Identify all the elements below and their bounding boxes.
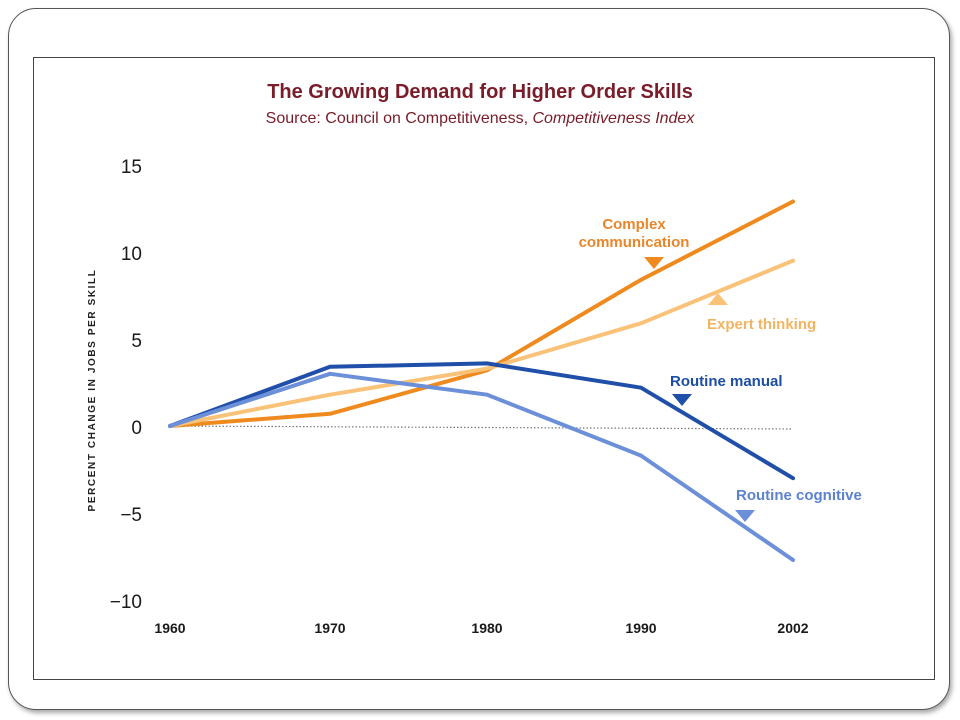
data-point-routine-manual	[485, 361, 489, 366]
x-tick-label: 2002	[777, 620, 808, 636]
series-label-expert-thinking: Expert thinking	[707, 316, 816, 333]
data-point-complex-communication	[328, 412, 332, 416]
series-label-complex-communication: communication	[579, 234, 690, 251]
data-point-routine-cognitive	[328, 372, 332, 376]
x-tick-label: 1960	[154, 620, 185, 636]
y-tick-label: 5	[131, 331, 142, 352]
series-marker-expert-thinking	[708, 293, 728, 305]
data-point-routine-manual	[791, 476, 795, 481]
data-point-complex-communication	[791, 199, 795, 204]
source-title: Competitiveness Index	[532, 110, 695, 127]
zero-reference-line	[169, 425, 794, 430]
data-point-expert-thinking	[485, 366, 489, 371]
chart-subtitle: Source: Council on Competitiveness, Comp…	[0, 110, 960, 128]
series-line-expert-thinking	[168, 258, 795, 428]
data-point-routine-cognitive	[639, 453, 643, 458]
data-point-routine-cognitive	[485, 392, 489, 397]
y-tick-label: −10	[110, 592, 142, 613]
data-point-expert-thinking	[791, 258, 795, 263]
x-tick-label: 1980	[471, 620, 502, 636]
x-tick-label: 1990	[625, 620, 656, 636]
data-point-expert-thinking	[639, 321, 643, 326]
data-point-routine-cognitive	[168, 424, 172, 428]
source-prefix: Source: Council on Competitiveness,	[265, 110, 533, 127]
series-marker-routine-cognitive	[735, 510, 755, 522]
y-tick-label: −5	[120, 505, 142, 526]
data-point-routine-cognitive	[791, 558, 795, 562]
data-point-complex-communication	[639, 278, 643, 282]
chart-title: The Growing Demand for Higher Order Skil…	[267, 81, 693, 103]
series-marker-routine-manual	[672, 394, 692, 406]
series-label-complex-communication: Complex	[602, 216, 666, 233]
series-marker-complex-communication	[644, 257, 664, 269]
data-point-expert-thinking	[328, 392, 332, 397]
data-point-routine-manual	[328, 365, 332, 369]
data-point-routine-manual	[639, 385, 643, 390]
series-line-routine-cognitive	[168, 371, 795, 562]
y-axis-label: PERCENT CHANGE IN JOBS PER SKILL	[87, 269, 98, 512]
x-tick-label: 1970	[314, 620, 345, 636]
y-tick-label: 15	[121, 157, 142, 178]
series-label-routine-manual: Routine manual	[670, 373, 783, 390]
y-tick-label: 0	[131, 418, 142, 439]
y-tick-label: 10	[121, 244, 142, 265]
series-label-routine-cognitive: Routine cognitive	[736, 487, 862, 504]
